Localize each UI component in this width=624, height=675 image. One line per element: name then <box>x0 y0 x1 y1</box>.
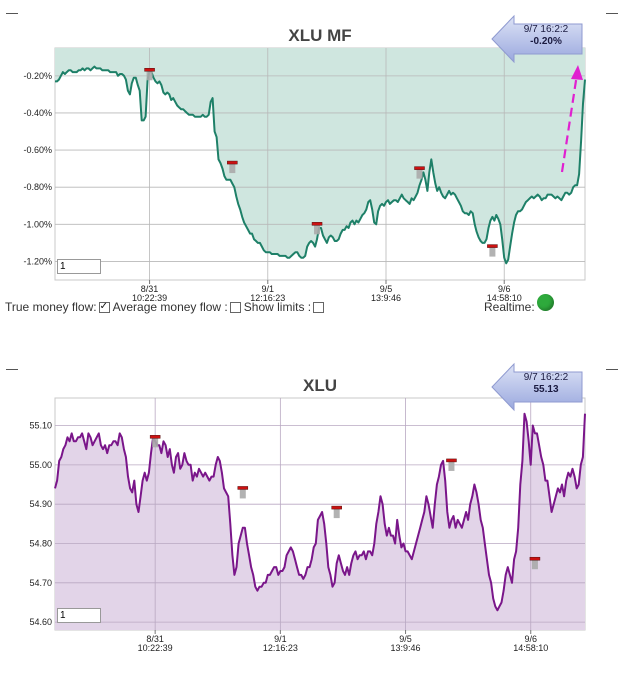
x-tick-label-time: 14:58:10 <box>487 293 522 303</box>
top-chart-title: XLU MF <box>288 26 352 45</box>
x-tick-label-time: 12:16:23 <box>263 643 298 653</box>
event-marker-stem <box>333 508 340 519</box>
corner-dash <box>6 13 18 14</box>
top-chart: -0.20% -0.40% -0.60% -0.80% -1.00% -1.20% 8/31… <box>23 47 586 303</box>
top-badge-value: -0.20% <box>530 36 562 47</box>
money-flow-controls: True money flow: Average money flow : Sh… <box>5 300 327 314</box>
event-marker-stem <box>416 168 423 179</box>
series-line <box>54 412 586 612</box>
event-marker <box>487 244 498 248</box>
event-marker-stem <box>239 488 246 499</box>
x-tick-label-date: 8/31 <box>141 284 159 294</box>
x-tick-label-date: 9/1 <box>262 284 275 294</box>
event-marker <box>446 458 457 463</box>
y-tick-label: 55.10 <box>29 421 52 431</box>
event-marker <box>227 160 238 165</box>
y-tick-label: 55.00 <box>29 460 52 470</box>
x-tick-label-time: 12:16:23 <box>250 293 285 303</box>
bottom-badge-timestamp: 9/7 16:2:2 <box>523 372 569 383</box>
true-money-flow-label: True money flow: <box>5 300 97 314</box>
bottom-chart-range-input[interactable]: 1 <box>57 608 101 623</box>
true-money-flow-checkbox[interactable] <box>98 301 110 313</box>
y-tick-label: -1.20% <box>23 256 52 266</box>
event-marker <box>144 68 155 72</box>
event-marker-stem <box>314 224 321 235</box>
x-tick-label-date: 9/6 <box>524 634 537 644</box>
x-tick-label-date: 9/5 <box>380 284 393 294</box>
show-limits-checkbox[interactable] <box>313 301 325 313</box>
x-tick-label-date: 8/31 <box>146 634 164 644</box>
trend-arrow-line <box>560 73 579 173</box>
event-marker <box>237 486 249 490</box>
corner-dash <box>606 369 618 370</box>
x-tick-label-time: 13:9:46 <box>391 643 421 653</box>
left-arrow-icon <box>491 14 583 64</box>
y-tick-label: -1.00% <box>23 219 52 229</box>
event-marker-stem <box>152 437 159 448</box>
y-tick-label: -0.60% <box>23 145 52 155</box>
x-tick-label-time: 14:58:10 <box>513 643 548 653</box>
area-fill <box>55 48 585 264</box>
realtime-label: Realtime: <box>484 300 535 314</box>
y-tick-label: 54.90 <box>29 499 52 509</box>
event-marker-stem <box>448 460 455 471</box>
average-money-flow-label: Average money flow : <box>112 300 228 314</box>
top-badge-timestamp: 9/7 16:2:2 <box>523 24 569 35</box>
x-tick-label-date: 9/6 <box>498 284 511 294</box>
y-tick-label: 54.60 <box>29 617 52 627</box>
y-tick-label: -0.80% <box>23 182 52 192</box>
x-tick-label-time: 10:22:39 <box>132 293 167 303</box>
left-arrow-icon <box>491 362 583 412</box>
event-marker-stem <box>531 559 538 570</box>
average-money-flow-checkbox[interactable] <box>229 301 241 313</box>
event-marker <box>311 222 323 226</box>
event-marker-stem <box>229 163 236 174</box>
y-tick-label: 54.80 <box>29 538 52 548</box>
corner-dash <box>606 13 618 14</box>
event-marker <box>529 556 541 561</box>
y-tick-label: -0.20% <box>23 71 52 81</box>
corner-dash <box>6 369 18 370</box>
y-tick-label: -0.40% <box>23 108 52 118</box>
bottom-chart-last-value-badge: 9/7 16:2:2 55.13 <box>491 362 584 412</box>
y-tick-label: 54.70 <box>29 578 52 588</box>
x-tick-label-time: 13:9:46 <box>371 293 401 303</box>
x-tick-label-date: 9/5 <box>399 634 412 644</box>
x-tick-label-date: 9/1 <box>274 634 287 644</box>
area-fill <box>55 413 585 630</box>
top-chart-range-input[interactable]: 1 <box>57 259 101 274</box>
event-marker <box>331 505 342 510</box>
event-marker-stem <box>489 246 496 257</box>
event-marker <box>414 166 425 170</box>
trend-arrow-head <box>571 65 583 80</box>
top-chart-last-value-badge: 9/7 16:2:2 -0.20% <box>491 14 584 64</box>
x-tick-label-time: 10:22:39 <box>138 643 173 653</box>
realtime-status-indicator[interactable] <box>537 294 554 311</box>
bottom-badge-value: 55.13 <box>533 384 559 395</box>
event-marker-stem <box>146 70 153 81</box>
show-limits-label: Show limits : <box>243 300 312 314</box>
event-marker <box>149 435 161 439</box>
bottom-chart-title: XLU <box>303 376 337 395</box>
